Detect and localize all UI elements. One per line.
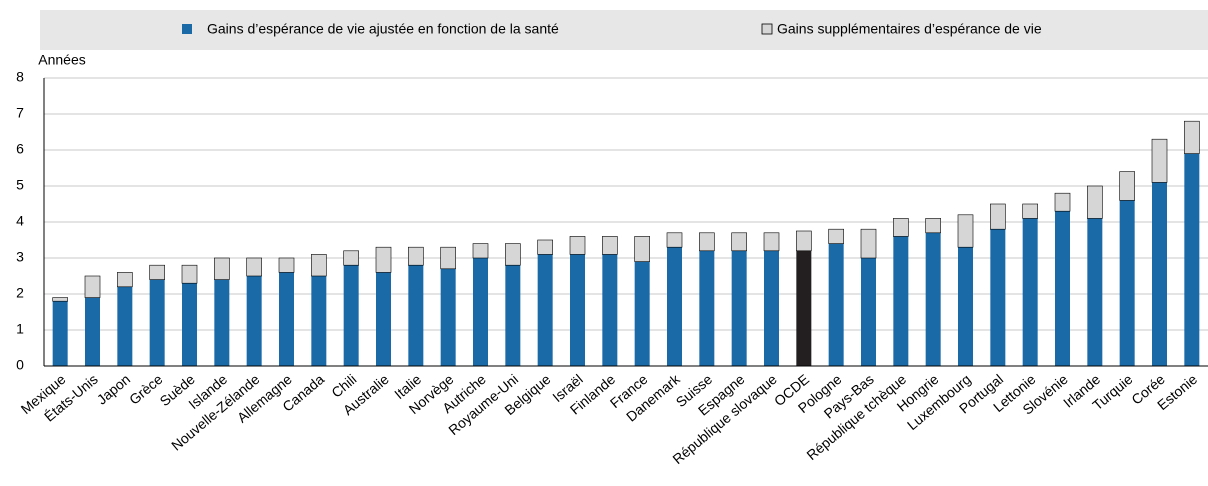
bar-segment bbox=[149, 279, 165, 366]
bar-segment bbox=[505, 265, 521, 366]
bar-segment bbox=[666, 232, 683, 248]
y-tick-label: 7 bbox=[16, 105, 24, 121]
bar-segment bbox=[602, 236, 618, 255]
bar-segment bbox=[311, 276, 327, 366]
bar-segment bbox=[1054, 192, 1071, 212]
bar-segment bbox=[1151, 138, 1168, 183]
y-tick-label: 3 bbox=[16, 249, 24, 265]
bar-segment bbox=[408, 265, 424, 366]
bar-segment bbox=[408, 246, 424, 266]
bar-segment bbox=[731, 232, 747, 252]
bar-segment bbox=[634, 236, 650, 262]
bar-segment bbox=[117, 286, 133, 366]
bar-segment bbox=[279, 272, 294, 366]
bar-segment bbox=[246, 257, 262, 277]
bar-segment bbox=[1022, 218, 1038, 366]
bar-segment bbox=[957, 214, 974, 248]
bar-segment bbox=[505, 243, 521, 266]
y-axis-label: Années bbox=[38, 52, 85, 68]
bar-segment bbox=[440, 246, 456, 270]
bar-segment bbox=[84, 275, 101, 298]
y-tick-label: 1 bbox=[16, 321, 24, 337]
bar-segment bbox=[570, 254, 585, 366]
bar-segment bbox=[990, 203, 1006, 230]
bar-segment bbox=[1184, 153, 1200, 366]
bar-segment bbox=[440, 268, 456, 366]
bar-segment bbox=[731, 250, 747, 366]
y-tick-label: 6 bbox=[16, 141, 24, 157]
y-tick-label: 2 bbox=[16, 285, 24, 301]
bar-segment bbox=[375, 246, 392, 273]
bar-segment bbox=[860, 228, 877, 259]
bar-segment bbox=[149, 264, 165, 280]
bar-segment bbox=[925, 218, 941, 234]
bar-segment bbox=[602, 254, 618, 366]
bar-segment bbox=[861, 258, 876, 366]
bar-segment bbox=[699, 232, 715, 252]
bar-segment bbox=[1119, 171, 1135, 201]
bar-segment bbox=[990, 229, 1006, 366]
bar-segment bbox=[764, 250, 779, 366]
bar-segment bbox=[52, 301, 68, 366]
bar-segment bbox=[1184, 120, 1200, 154]
legend-background bbox=[40, 10, 1208, 50]
bar-segment bbox=[1119, 200, 1135, 366]
bar-segment bbox=[52, 297, 68, 302]
bar-segment bbox=[699, 250, 715, 366]
x-tick-label: Japon bbox=[94, 371, 134, 408]
bar-segment bbox=[246, 276, 262, 366]
bar-segment bbox=[796, 230, 812, 252]
bar-segment bbox=[1087, 185, 1103, 219]
bar-segment bbox=[343, 250, 359, 266]
bar-segment bbox=[376, 272, 391, 366]
legend-label: Gains d’espérance de vie ajustée en fonc… bbox=[207, 21, 559, 37]
bar-segment bbox=[278, 257, 295, 273]
bar-segment bbox=[117, 272, 133, 288]
y-tick-label: 4 bbox=[16, 213, 24, 229]
bar-segment bbox=[1055, 211, 1070, 366]
bar-segment bbox=[85, 297, 100, 366]
bar-segment bbox=[311, 254, 327, 277]
bar-segment bbox=[214, 279, 230, 366]
bar-segment bbox=[182, 283, 197, 366]
legend-swatch bbox=[182, 24, 192, 34]
bar-segment bbox=[634, 261, 650, 366]
y-tick-label: 5 bbox=[16, 177, 24, 193]
bar-segment bbox=[214, 257, 230, 280]
bar-segment bbox=[893, 236, 909, 366]
bar-segment bbox=[828, 243, 844, 366]
bar-segment bbox=[181, 264, 198, 284]
bar-segment bbox=[473, 258, 488, 366]
bar-segment bbox=[828, 228, 844, 244]
legend-swatch bbox=[761, 23, 773, 35]
bar-segment bbox=[958, 247, 973, 366]
bar-segment bbox=[1087, 218, 1103, 366]
bar-segment bbox=[472, 243, 489, 259]
bar-segment bbox=[796, 250, 812, 366]
bar-segment bbox=[1022, 203, 1038, 219]
bar-segment bbox=[925, 232, 941, 366]
y-tick-label: 8 bbox=[16, 69, 24, 85]
bar-segment bbox=[1152, 182, 1167, 366]
bar-segment bbox=[569, 236, 586, 255]
bar-segment bbox=[537, 239, 553, 255]
bar-segment bbox=[893, 218, 909, 237]
bar-segment bbox=[667, 247, 682, 366]
legend-label: Gains supplémentaires d’espérance de vie bbox=[777, 21, 1042, 37]
y-tick-label: 0 bbox=[16, 357, 24, 373]
bar-segment bbox=[343, 265, 359, 366]
bar-segment bbox=[763, 232, 780, 252]
bar-segment bbox=[537, 254, 553, 366]
